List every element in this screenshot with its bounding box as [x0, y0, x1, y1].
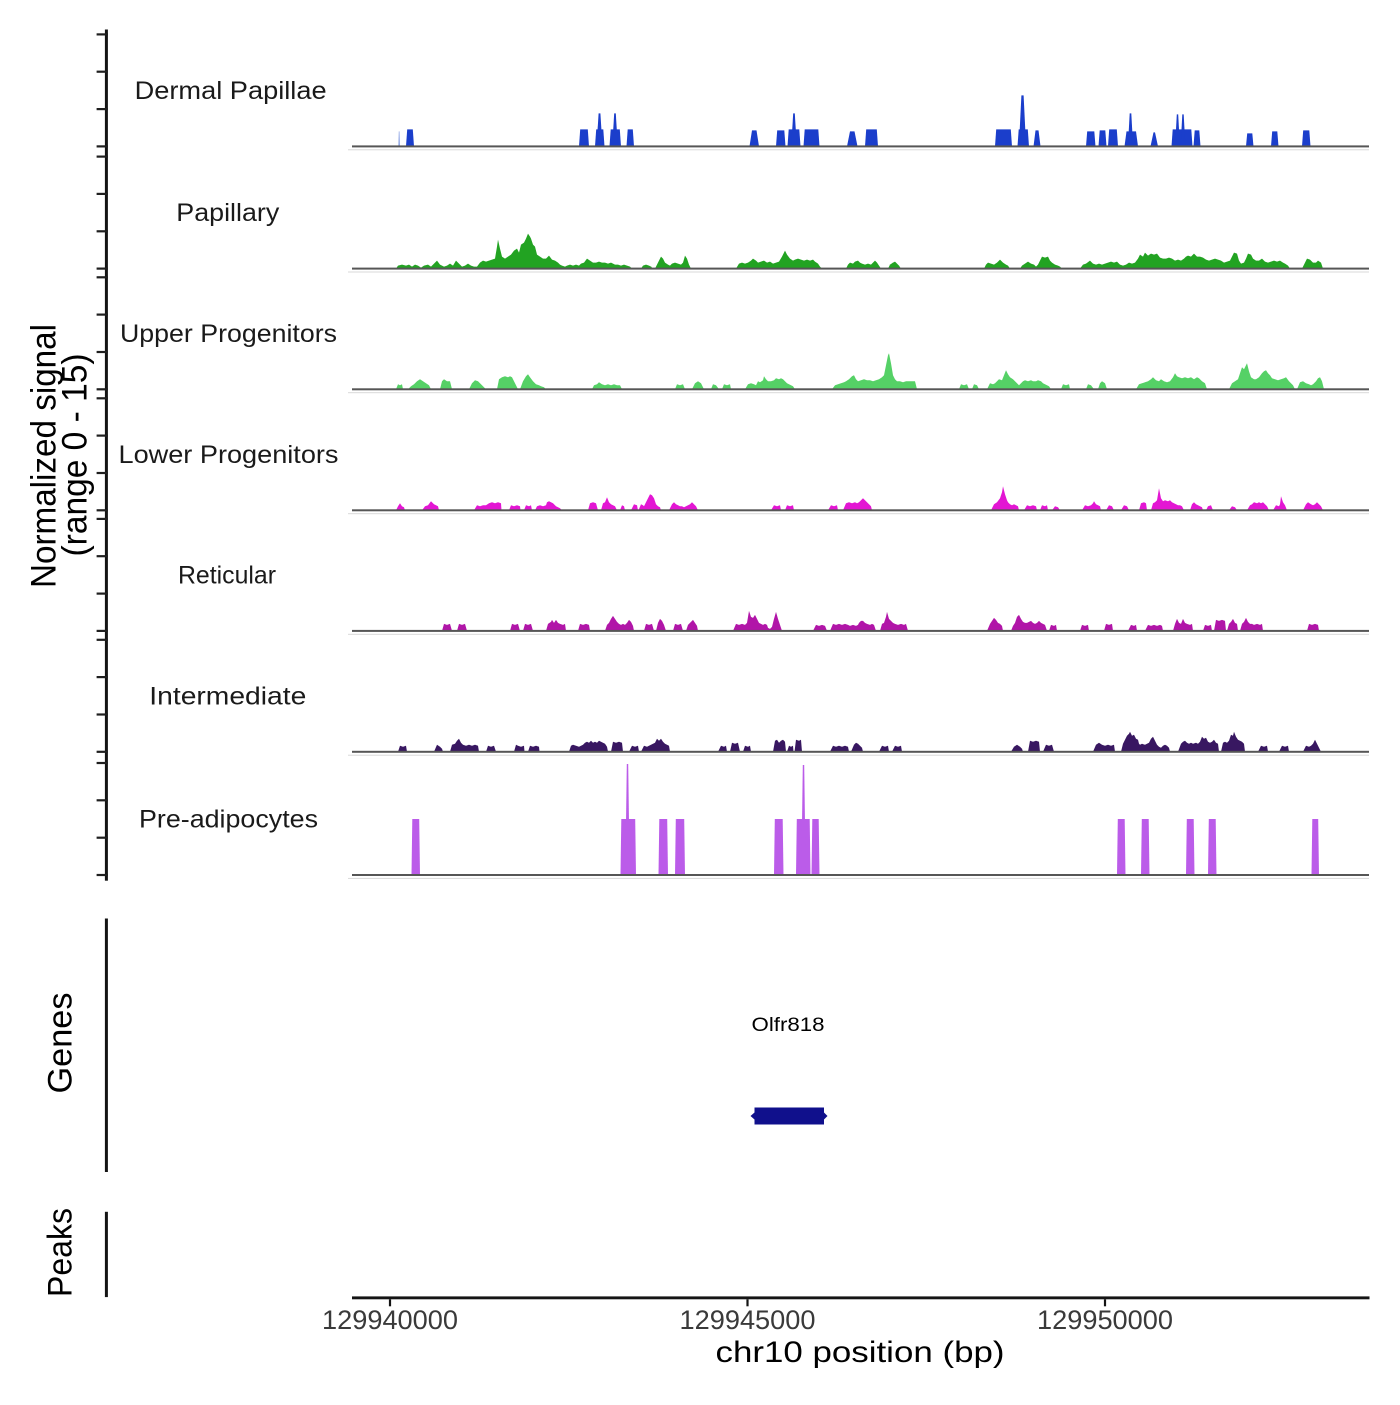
svg-text:chr10 position (bp): chr10 position (bp) — [716, 1336, 1005, 1369]
svg-text:Upper Progenitors: Upper Progenitors — [120, 320, 337, 348]
svg-text:129945000: 129945000 — [680, 1305, 816, 1335]
svg-text:Dermal Papillae: Dermal Papillae — [135, 77, 327, 105]
svg-text:Olfr818: Olfr818 — [752, 1015, 825, 1036]
svg-text:Reticular: Reticular — [178, 561, 276, 589]
svg-text:Pre-adipocytes: Pre-adipocytes — [139, 806, 318, 834]
svg-text:(range 0 - 15): (range 0 - 15) — [56, 354, 95, 557]
svg-text:Lower Progenitors: Lower Progenitors — [119, 441, 339, 469]
svg-text:Papillary: Papillary — [176, 199, 280, 227]
svg-text:Genes: Genes — [42, 993, 80, 1094]
svg-text:Normalized signal: Normalized signal — [25, 324, 64, 588]
svg-text:Peaks: Peaks — [42, 1208, 80, 1297]
svg-text:Intermediate: Intermediate — [149, 682, 306, 710]
svg-text:129940000: 129940000 — [322, 1305, 458, 1335]
svg-text:129950000: 129950000 — [1037, 1305, 1173, 1335]
